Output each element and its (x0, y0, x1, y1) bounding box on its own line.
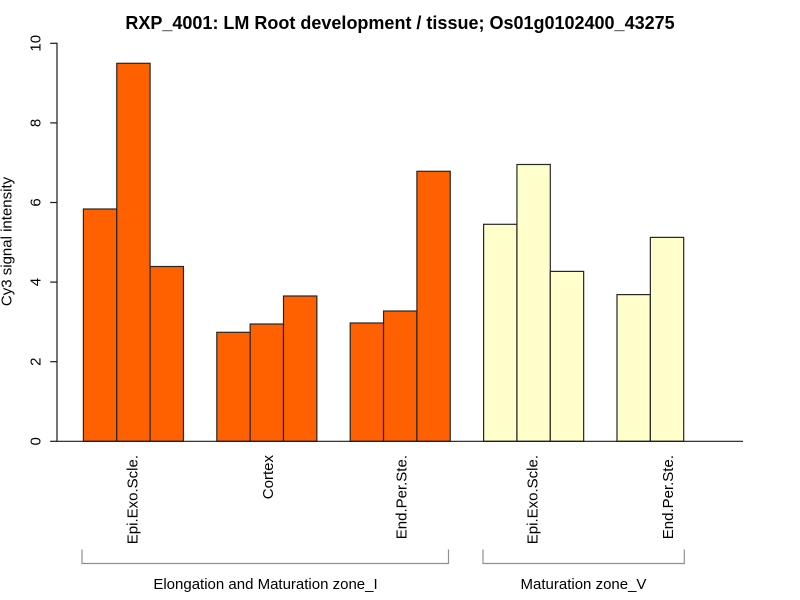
svg-text:2: 2 (28, 358, 45, 366)
svg-text:Cy3 signal intensity: Cy3 signal intensity (0, 176, 16, 306)
svg-text:10: 10 (28, 35, 45, 52)
svg-text:Maturation zone_V: Maturation zone_V (521, 576, 647, 593)
svg-text:4: 4 (28, 278, 45, 286)
svg-text:Epi.Exo.Scle.: Epi.Exo.Scle. (525, 455, 542, 544)
svg-text:End.Per.Ste.: End.Per.Ste. (394, 455, 411, 539)
svg-text:6: 6 (28, 198, 45, 206)
svg-text:Elongation and Maturation zone: Elongation and Maturation zone_I (153, 576, 377, 593)
svg-text:0: 0 (28, 437, 45, 445)
svg-text:Epi.Exo.Scle.: Epi.Exo.Scle. (124, 455, 141, 544)
svg-text:End.Per.Ste.: End.Per.Ste. (660, 455, 677, 539)
svg-text:RXP_4001: LM Root development: RXP_4001: LM Root development / tissue; … (125, 13, 674, 33)
svg-text:Cortex: Cortex (260, 455, 277, 500)
svg-text:8: 8 (28, 119, 45, 127)
